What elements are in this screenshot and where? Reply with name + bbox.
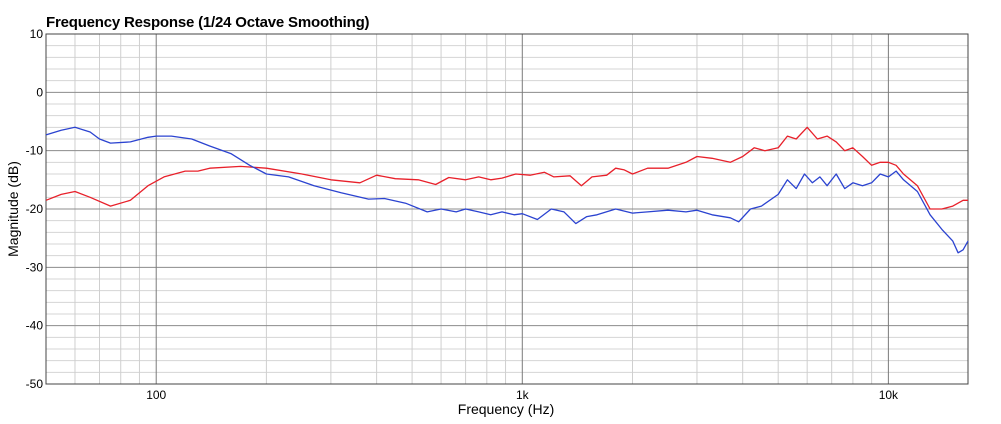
y-tick-label: -20 — [26, 202, 44, 216]
y-tick-label: -30 — [26, 260, 44, 274]
major-gridlines — [46, 33, 968, 385]
y-tick-label: -40 — [26, 319, 44, 333]
x-tick-label: 100 — [146, 388, 166, 402]
series-line-1 — [45, 126, 968, 210]
x-tick-label: 1k — [516, 388, 530, 402]
series-lines — [45, 126, 969, 254]
y-tick-label: 10 — [30, 27, 44, 41]
y-tick-labels: 10 0 -10 -20 -30 -40 -50 — [26, 27, 44, 391]
x-tick-label: 10k — [879, 388, 899, 402]
x-axis-label: Frequency (Hz) — [458, 401, 554, 417]
y-tick-label: 0 — [36, 85, 43, 99]
plot-frame — [45, 33, 969, 385]
y-tick-label: -50 — [26, 377, 44, 391]
y-tick-label: -10 — [26, 144, 44, 158]
y-axis-label: Magnitude (dB) — [5, 161, 21, 257]
x-tick-labels: 100 1k 10k — [146, 388, 899, 402]
chart-title: Frequency Response (1/24 Octave Smoothin… — [46, 14, 370, 31]
series-line-2 — [45, 126, 969, 254]
